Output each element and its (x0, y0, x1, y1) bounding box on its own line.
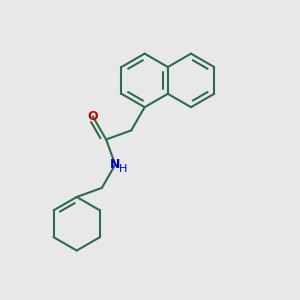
Text: O: O (87, 110, 98, 123)
Text: H: H (119, 164, 128, 174)
Text: N: N (110, 158, 121, 171)
